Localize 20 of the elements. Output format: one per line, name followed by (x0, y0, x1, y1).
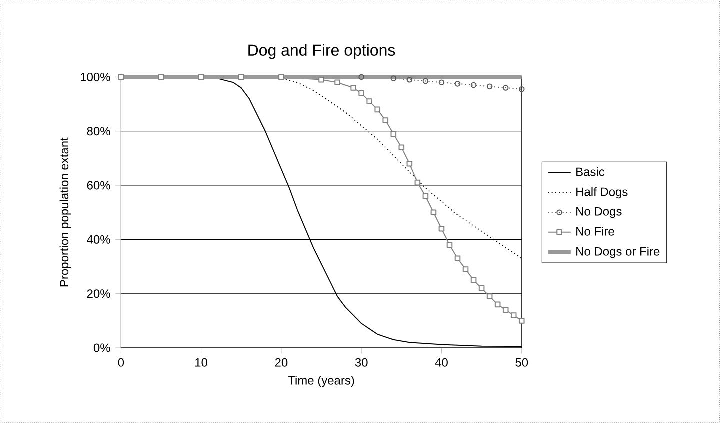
x-tick-label: 40 (435, 358, 448, 367)
legend-label: Half Dogs (576, 187, 628, 199)
x-axis-title: Time (years) (288, 376, 354, 388)
x-tick-label: 10 (196, 358, 208, 367)
y-tick-label: 60% (87, 181, 110, 190)
y-tick-label: 20% (87, 289, 110, 298)
legend-label: No Dogs or Fire (576, 246, 660, 258)
y-tick-label: 80% (87, 127, 110, 136)
legend-label: No Dogs (576, 207, 622, 218)
y-tick-label: 40% (87, 235, 110, 244)
x-tick-label: 50 (516, 358, 528, 367)
y-tick-label: 100% (81, 72, 110, 82)
chart-title: Dog and Fire options (248, 44, 396, 60)
legend-label: Basic (576, 167, 605, 176)
x-tick-label: 30 (355, 358, 368, 367)
y-tick-label: 0% (94, 344, 110, 352)
y-axis-title: Proportion population extant (60, 138, 71, 287)
x-tick-label: 0 (118, 358, 124, 367)
legend-label: No Fire (576, 226, 614, 236)
x-tick-label: 20 (275, 358, 288, 367)
